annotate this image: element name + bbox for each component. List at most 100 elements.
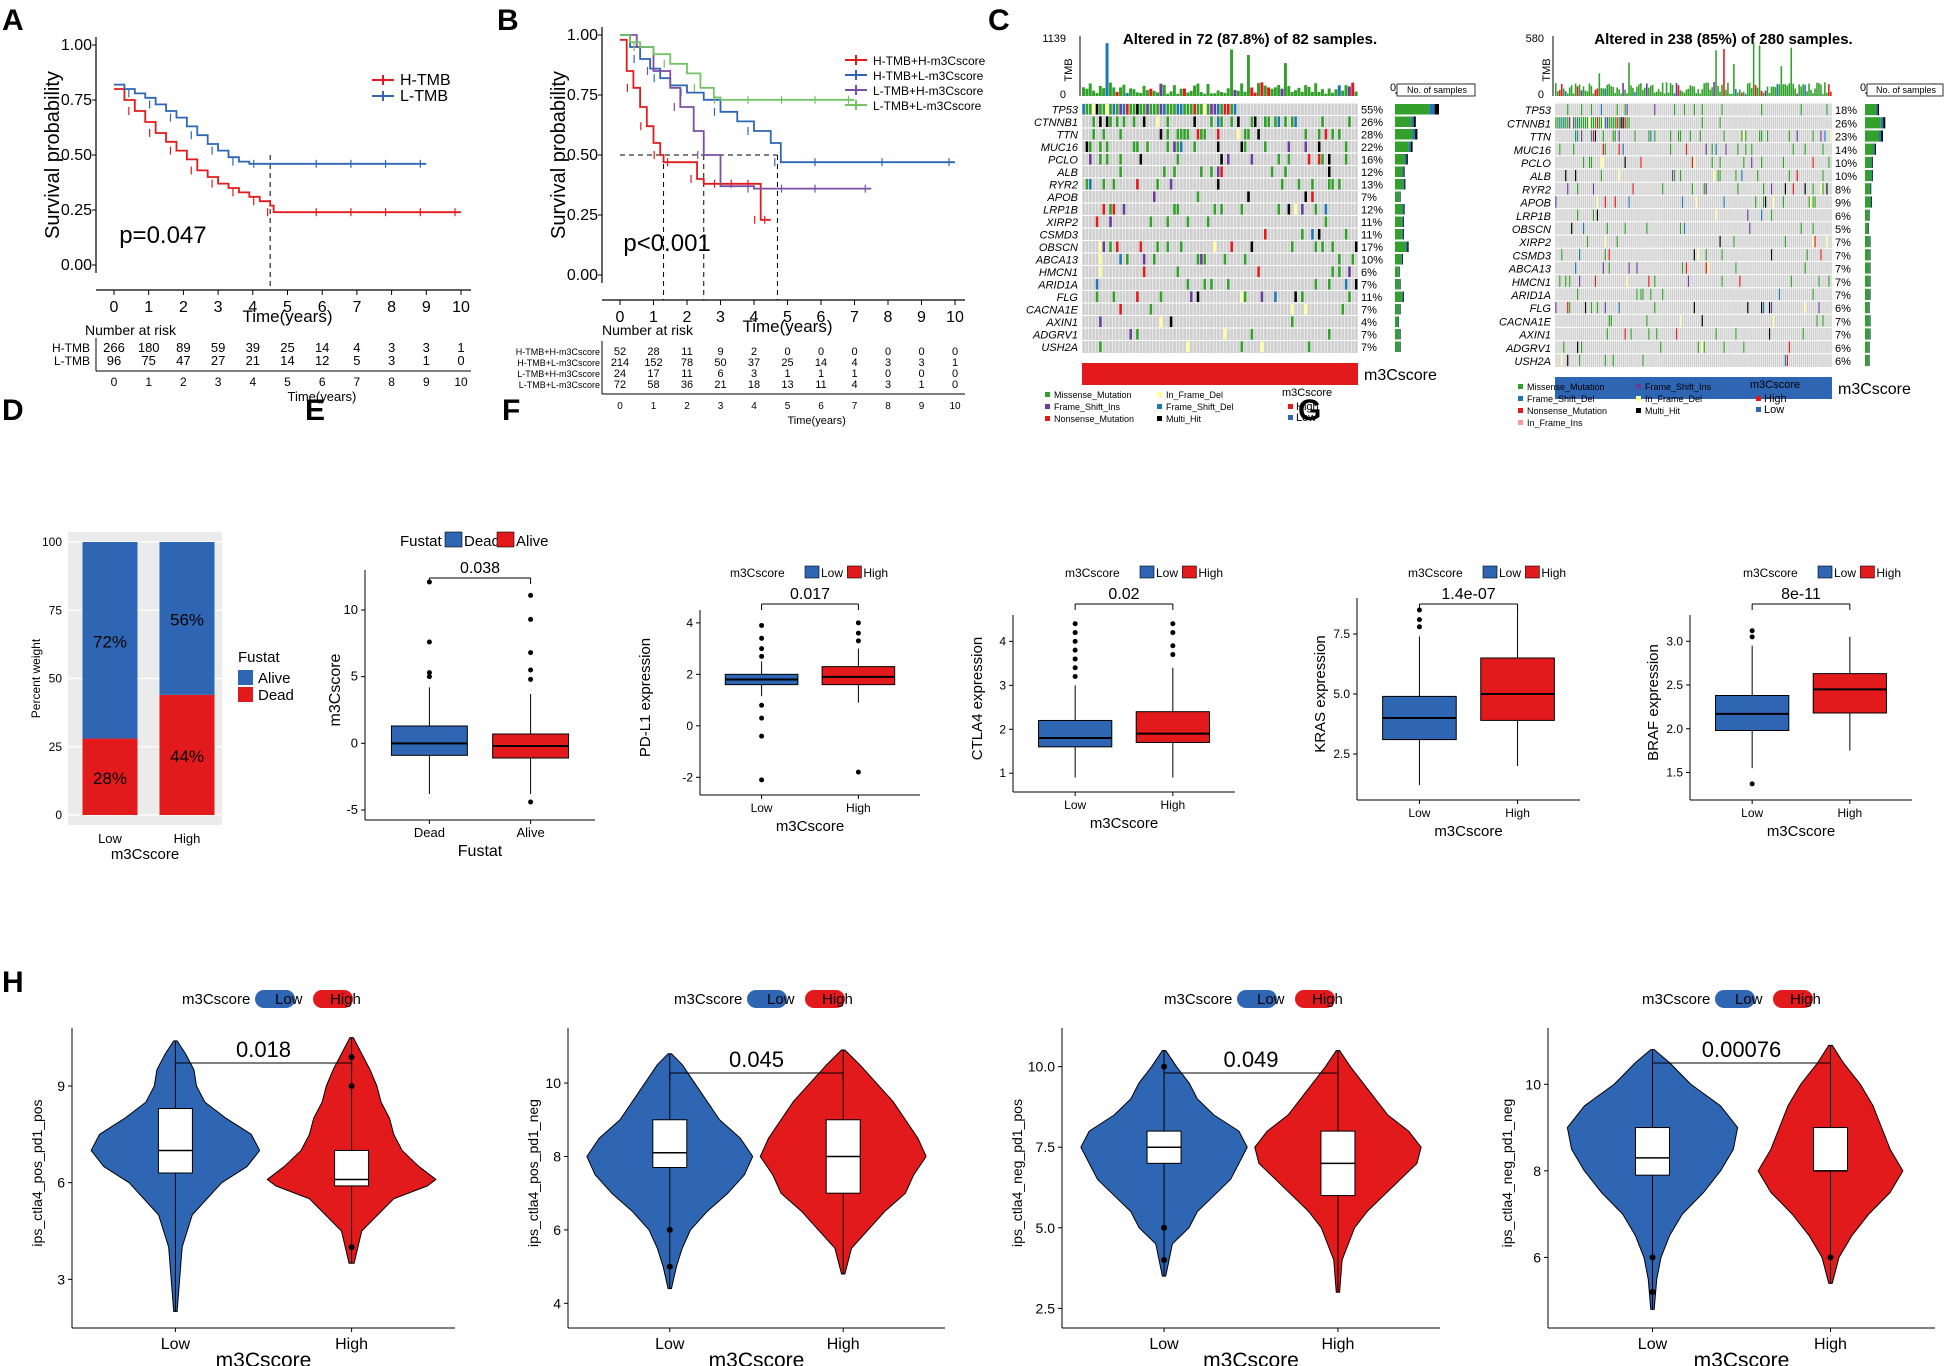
risk-x-tick: 1 — [145, 375, 152, 389]
mutation-cell — [1770, 302, 1773, 314]
tmb-axis-min: 0 — [1538, 89, 1544, 101]
mutation-cell — [1735, 262, 1737, 274]
gene-label: ABCA13 — [1035, 255, 1079, 267]
sample-count-bar — [1399, 304, 1401, 315]
outlier-point — [1072, 674, 1078, 680]
tmb-bar — [1129, 88, 1133, 96]
legend-swatch — [1525, 565, 1540, 579]
mutation-cell — [1250, 329, 1254, 340]
tmb-bar — [1766, 86, 1769, 96]
sample-count-bar — [1869, 236, 1871, 248]
tmb-bar — [1570, 85, 1573, 96]
tmb-bar — [1588, 83, 1591, 96]
risk-value: 3 — [388, 340, 395, 355]
tmb-bar — [1277, 84, 1281, 96]
mutation-cell — [1196, 254, 1200, 265]
gene-label: ABCA13 — [1508, 264, 1552, 276]
mutation-cell — [1740, 170, 1743, 182]
mutation-cell — [1216, 166, 1220, 177]
mutation-cell — [1812, 288, 1814, 300]
mutation-cell — [1102, 104, 1106, 115]
sample-count-bar — [1395, 229, 1402, 240]
mutation-cell — [1566, 354, 1569, 366]
mutation-cell — [1354, 279, 1358, 290]
mutation-cell — [1669, 143, 1672, 155]
risk-x-tick: 5 — [284, 375, 291, 389]
mutation-cell — [1679, 170, 1682, 182]
mutation-cell — [1132, 141, 1136, 152]
outlier-point — [1072, 630, 1078, 636]
mutation-cell — [1640, 156, 1642, 168]
mutation-cell — [1105, 104, 1109, 115]
sample-count-bar — [1395, 154, 1405, 165]
outlier-point — [1416, 617, 1422, 623]
mutation-cell — [1115, 104, 1119, 115]
tmb-bar — [1327, 88, 1331, 96]
mutation-cell — [1812, 236, 1814, 248]
mutation-cell — [1297, 179, 1301, 190]
risk-value: 14 — [815, 357, 827, 369]
mutation-cell — [1196, 104, 1200, 115]
sample-count-bar — [1400, 341, 1401, 352]
tmb-bar — [1731, 93, 1733, 96]
mutation-cell — [1566, 117, 1569, 129]
panel-label: B — [497, 4, 519, 37]
mutation-cell — [1337, 129, 1341, 140]
y-axis-title: BRAF expression — [1645, 644, 1662, 761]
tmb-bar — [1739, 89, 1741, 96]
mutation-cell — [1095, 216, 1099, 227]
legend-label: Frame_Shift_Del — [1527, 394, 1595, 404]
tmb-bar — [1555, 83, 1557, 96]
tmb-bar — [1108, 82, 1112, 96]
mutation-cell — [1818, 302, 1820, 314]
mutation-cell — [1102, 129, 1106, 140]
outlier-point — [855, 769, 861, 775]
tmb-bar — [1816, 82, 1818, 96]
tmb-bar — [1354, 91, 1358, 96]
risk-value: 25 — [781, 357, 793, 369]
mutation-cell — [1705, 249, 1707, 261]
mutation-cell — [1822, 315, 1824, 327]
mutation-cell — [1193, 141, 1196, 152]
mutation-cell — [1273, 291, 1277, 302]
mutation-cell — [1105, 154, 1109, 165]
sample-count-bar — [1869, 315, 1871, 327]
gene-percent: 6% — [1835, 211, 1851, 223]
sample-count-bar — [1868, 209, 1870, 221]
mutation-cell — [1723, 130, 1725, 142]
mutation-cell — [1742, 156, 1745, 168]
tmb-bar — [1733, 64, 1735, 96]
risk-value: 18 — [748, 379, 760, 391]
mutation-cell — [1324, 216, 1328, 227]
y-tick-label: 1 — [999, 766, 1006, 780]
x-axis-title: m3Cscore — [1434, 823, 1502, 840]
sample-count-bar — [1395, 204, 1403, 215]
mutation-cell — [1669, 130, 1672, 142]
mutation-cell — [1691, 183, 1693, 195]
legend-swatch — [1139, 565, 1155, 579]
tmb-bar — [1719, 91, 1721, 96]
tmb-bar — [1695, 93, 1698, 96]
outlier-point — [528, 592, 534, 598]
mutation-cell — [1344, 229, 1348, 240]
mutation-cell — [1604, 236, 1606, 248]
y-tick-label: 2.0 — [1666, 722, 1683, 736]
mutation-cell — [1580, 130, 1583, 142]
mutation-cell — [1606, 328, 1608, 340]
tmb-bar — [1088, 83, 1092, 96]
risk-x-tick: 5 — [785, 401, 791, 412]
gene-percent: 8% — [1835, 184, 1851, 196]
mutation-cell — [1119, 166, 1122, 177]
mutation-cell — [1570, 222, 1573, 234]
survival-curve — [114, 88, 461, 214]
legend-swatch — [747, 990, 787, 1008]
tmb-bar — [1742, 91, 1745, 96]
tmb-bar — [1608, 83, 1610, 96]
mutation-cell — [1590, 117, 1593, 129]
legend-swatch — [1157, 392, 1162, 397]
mutation-cell — [1129, 329, 1132, 340]
tmb-bar — [1768, 93, 1771, 96]
x-tick-label: 3 — [716, 309, 725, 326]
tmb-bar — [1600, 88, 1603, 96]
tmb-bar — [1604, 88, 1607, 96]
